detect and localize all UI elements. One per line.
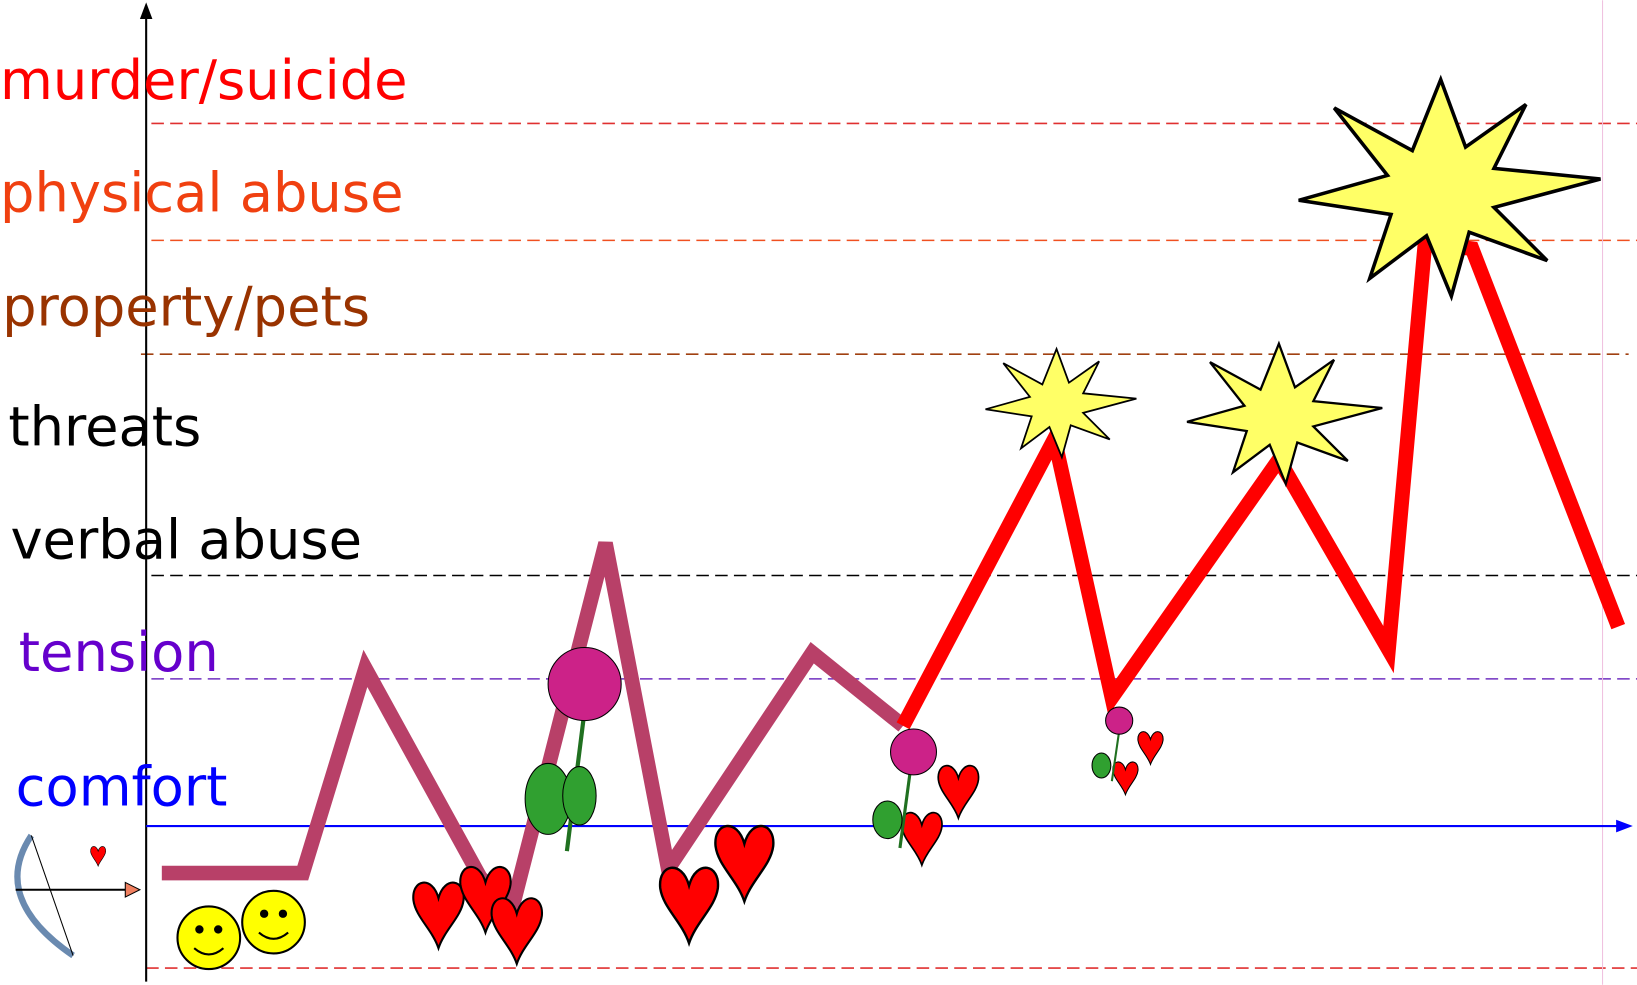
smiley [177, 906, 240, 969]
level-label: property/pets [2, 275, 370, 338]
rose-bloom [548, 648, 621, 721]
cupid-bow [16, 835, 140, 955]
smiley-eye [215, 926, 221, 932]
level-label: comfort [16, 756, 228, 819]
x-axis-arrow [1616, 820, 1633, 833]
rose-leaf [873, 801, 902, 839]
escalation-diagram: murder/suicide physical abuse property/p… [0, 0, 1637, 985]
heart [660, 868, 718, 943]
smiley-eye [196, 926, 202, 932]
rose-bloom [891, 729, 937, 775]
heart [413, 883, 463, 949]
heart [715, 826, 773, 901]
heart [938, 766, 978, 818]
level-label: murder/suicide [0, 49, 408, 112]
y-axis-arrow [140, 2, 153, 19]
page: {"levels": [ {"label": "murder/suicide"}… [0, 0, 1637, 985]
explosion [1299, 80, 1601, 297]
rose-leaf [563, 767, 596, 825]
smileys [177, 891, 304, 969]
smiley [242, 891, 305, 954]
level-label: threats [8, 396, 201, 459]
rose-leaf [1092, 753, 1111, 778]
heart [1113, 762, 1138, 795]
small-heart [91, 846, 106, 866]
arrow-head [125, 882, 140, 897]
level-label: verbal abuse [10, 508, 362, 571]
rose-bloom [1106, 707, 1133, 734]
heart [1138, 732, 1163, 765]
explosion [986, 349, 1137, 457]
bow [17, 835, 73, 955]
level-label: tension [19, 621, 219, 684]
level-label: physical abuse [0, 162, 403, 225]
early-cycle-line [162, 543, 903, 910]
explosion [1187, 344, 1382, 484]
smiley-eye [280, 911, 286, 917]
escalation-line [903, 242, 1618, 725]
smiley-eye [261, 911, 267, 917]
heart [902, 813, 942, 865]
level-lines [141, 123, 1637, 968]
